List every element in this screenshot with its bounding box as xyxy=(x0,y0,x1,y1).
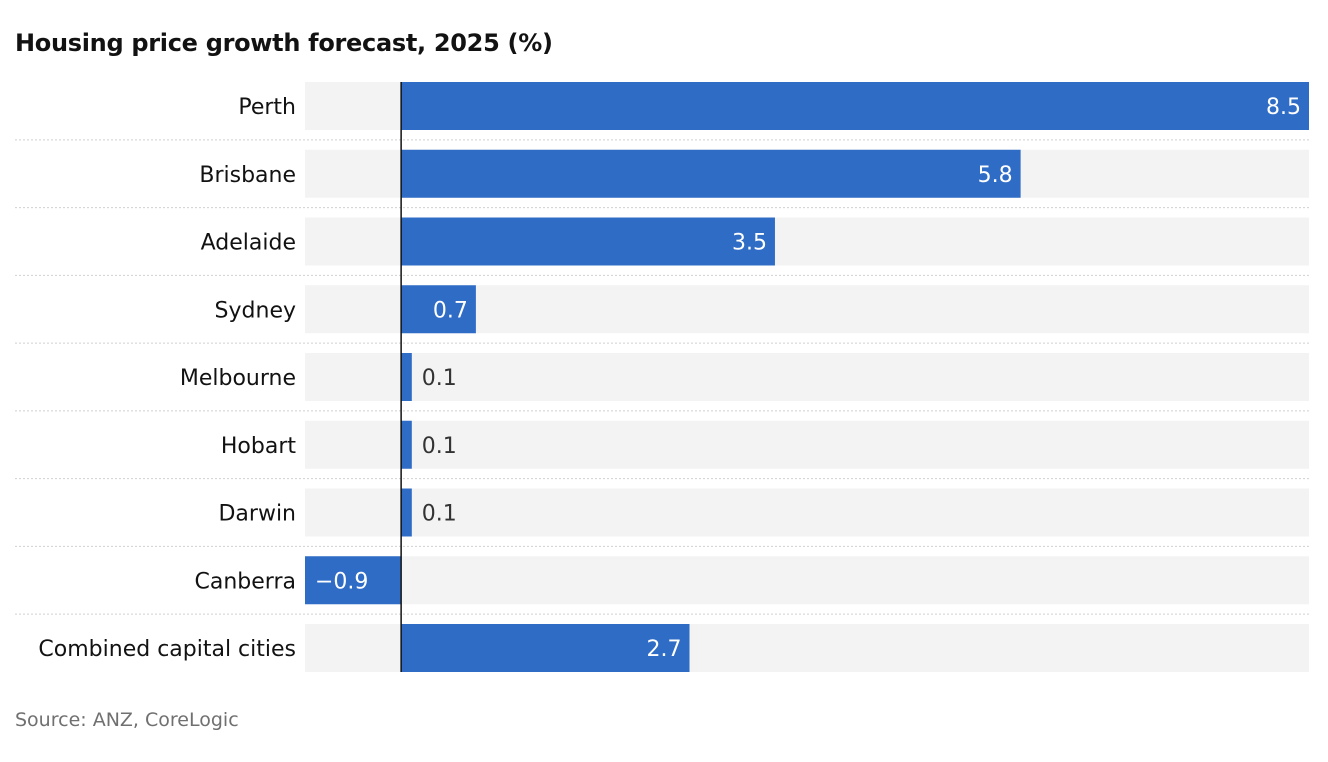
bar-track xyxy=(305,353,1309,401)
value-label: 0.1 xyxy=(422,434,457,459)
bar-melbourne xyxy=(401,353,412,401)
value-label: 3.5 xyxy=(732,231,767,256)
category-label: Brisbane xyxy=(199,163,296,188)
bar-combined-capital-cities xyxy=(401,624,690,672)
category-label: Combined capital cities xyxy=(38,637,296,662)
chart-title: Housing price growth forecast, 2025 (%) xyxy=(15,29,553,57)
value-label: 2.7 xyxy=(647,637,682,662)
value-label: 0.1 xyxy=(422,366,457,391)
category-label: Hobart xyxy=(221,434,296,459)
value-label: 0.7 xyxy=(433,298,468,323)
bar-canberra xyxy=(305,556,402,605)
bar-track xyxy=(305,420,1309,469)
source-note: Source: ANZ, CoreLogic xyxy=(15,709,239,731)
bar-sydney xyxy=(401,285,476,334)
category-label: Darwin xyxy=(218,502,296,527)
value-label: 0.1 xyxy=(422,502,457,527)
bar-track xyxy=(305,488,1309,537)
value-label: 8.5 xyxy=(1266,95,1301,120)
value-label: 5.8 xyxy=(978,163,1013,188)
bar-darwin xyxy=(401,488,412,537)
bar-perth xyxy=(401,82,1309,130)
value-label: −0.9 xyxy=(315,569,368,594)
category-label: Sydney xyxy=(215,298,296,323)
bar-chart: Perth 8.5 Brisbane 5.8 Adelaide 3.5 Sydney 0.7 M… xyxy=(15,82,1309,672)
bar-adelaide xyxy=(401,217,775,266)
bar-hobart xyxy=(401,420,412,469)
bar-track xyxy=(305,556,1309,605)
category-label: Canberra xyxy=(195,569,296,594)
bar-brisbane xyxy=(401,149,1021,198)
category-label: Adelaide xyxy=(201,231,296,256)
category-label: Melbourne xyxy=(180,366,296,391)
category-label: Perth xyxy=(238,95,296,120)
